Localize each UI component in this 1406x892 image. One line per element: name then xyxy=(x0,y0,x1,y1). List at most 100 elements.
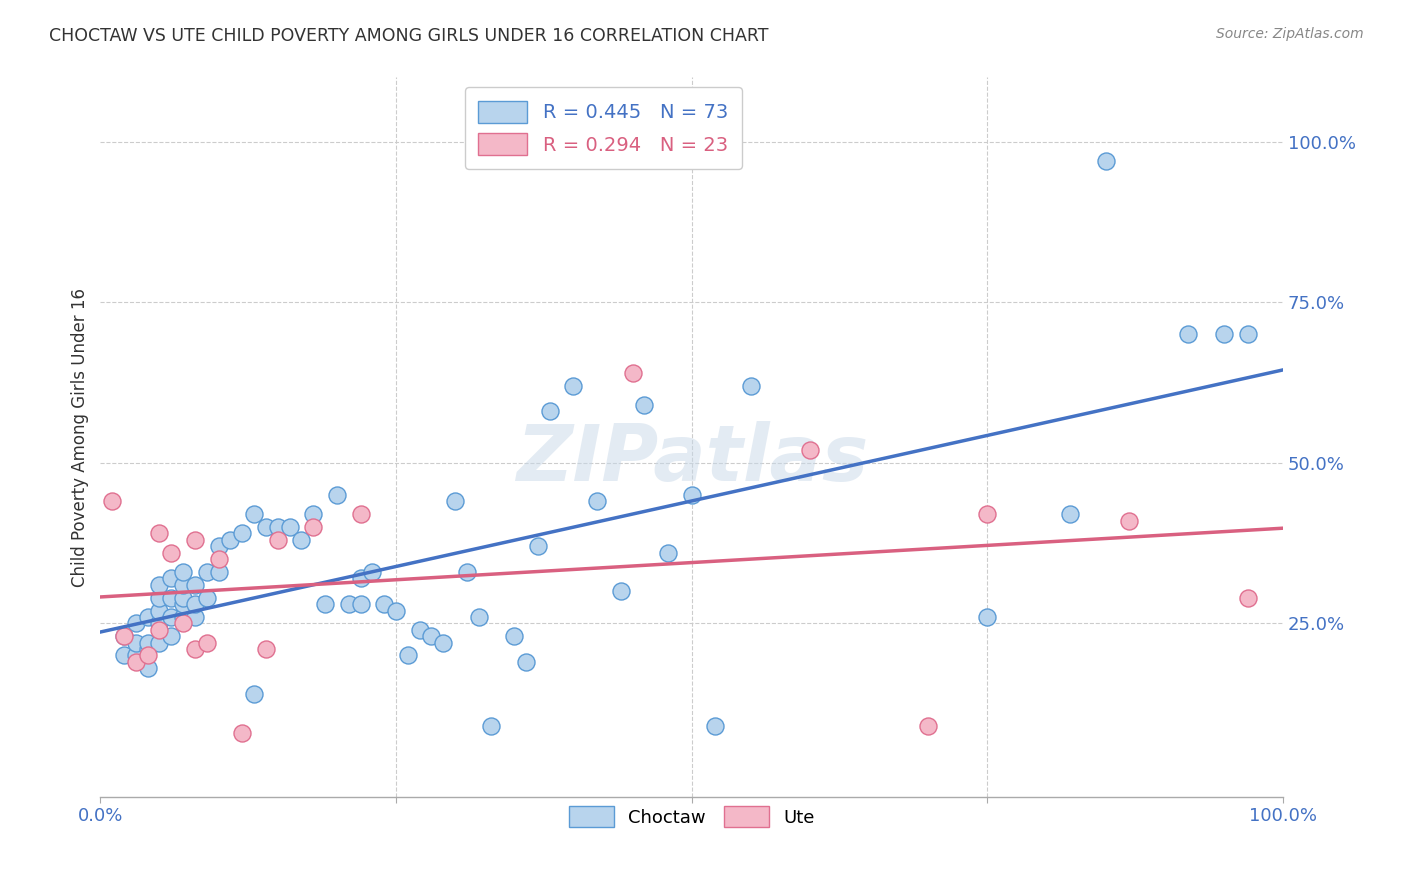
Legend: Choctaw, Ute: Choctaw, Ute xyxy=(561,799,823,835)
Point xyxy=(302,507,325,521)
Point xyxy=(160,571,183,585)
Point xyxy=(704,719,727,733)
Point xyxy=(538,404,561,418)
Point xyxy=(373,597,395,611)
Point xyxy=(136,635,159,649)
Point xyxy=(917,719,939,733)
Text: ZIPatlas: ZIPatlas xyxy=(516,421,868,497)
Point xyxy=(1236,591,1258,605)
Point xyxy=(420,629,443,643)
Point xyxy=(562,378,585,392)
Point xyxy=(267,520,290,534)
Point xyxy=(101,494,124,508)
Point xyxy=(112,629,135,643)
Point xyxy=(125,616,148,631)
Point xyxy=(1118,514,1140,528)
Point xyxy=(254,642,277,657)
Point xyxy=(337,597,360,611)
Point xyxy=(243,507,266,521)
Point xyxy=(148,635,170,649)
Point xyxy=(361,565,384,579)
Point xyxy=(243,687,266,701)
Point xyxy=(621,366,644,380)
Point xyxy=(267,533,290,547)
Point xyxy=(112,629,135,643)
Point xyxy=(125,648,148,663)
Point xyxy=(314,597,336,611)
Point xyxy=(254,520,277,534)
Point xyxy=(349,571,371,585)
Point xyxy=(385,603,408,617)
Point xyxy=(633,398,655,412)
Point xyxy=(184,610,207,624)
Point xyxy=(609,584,631,599)
Point xyxy=(396,648,419,663)
Point xyxy=(681,488,703,502)
Point xyxy=(799,442,821,457)
Point xyxy=(125,635,148,649)
Point xyxy=(515,655,537,669)
Point xyxy=(125,655,148,669)
Point xyxy=(479,719,502,733)
Point xyxy=(432,635,454,649)
Point xyxy=(184,642,207,657)
Text: Source: ZipAtlas.com: Source: ZipAtlas.com xyxy=(1216,27,1364,41)
Point xyxy=(172,591,194,605)
Text: CHOCTAW VS UTE CHILD POVERTY AMONG GIRLS UNDER 16 CORRELATION CHART: CHOCTAW VS UTE CHILD POVERTY AMONG GIRLS… xyxy=(49,27,769,45)
Point xyxy=(976,507,998,521)
Point xyxy=(207,565,229,579)
Point xyxy=(160,629,183,643)
Point xyxy=(148,616,170,631)
Point xyxy=(148,623,170,637)
Y-axis label: Child Poverty Among Girls Under 16: Child Poverty Among Girls Under 16 xyxy=(72,287,89,587)
Point xyxy=(172,597,194,611)
Point xyxy=(207,552,229,566)
Point xyxy=(1094,153,1116,168)
Point xyxy=(195,591,218,605)
Point xyxy=(219,533,242,547)
Point xyxy=(444,494,467,508)
Point xyxy=(172,578,194,592)
Point xyxy=(278,520,301,534)
Point xyxy=(136,661,159,675)
Point xyxy=(160,546,183,560)
Point xyxy=(195,635,218,649)
Point xyxy=(231,725,253,739)
Point xyxy=(408,623,430,637)
Point xyxy=(207,539,229,553)
Point xyxy=(740,378,762,392)
Point xyxy=(148,526,170,541)
Point xyxy=(184,533,207,547)
Point xyxy=(231,526,253,541)
Point xyxy=(148,603,170,617)
Point xyxy=(349,597,371,611)
Point xyxy=(503,629,526,643)
Point xyxy=(136,648,159,663)
Point xyxy=(148,591,170,605)
Point xyxy=(184,578,207,592)
Point xyxy=(290,533,312,547)
Point xyxy=(148,578,170,592)
Point xyxy=(527,539,550,553)
Point xyxy=(136,642,159,657)
Point xyxy=(586,494,609,508)
Point xyxy=(172,610,194,624)
Point xyxy=(349,507,371,521)
Point xyxy=(657,546,679,560)
Point xyxy=(468,610,491,624)
Point xyxy=(112,648,135,663)
Point xyxy=(172,565,194,579)
Point xyxy=(456,565,478,579)
Point xyxy=(326,488,349,502)
Point xyxy=(1212,327,1234,342)
Point xyxy=(1177,327,1199,342)
Point xyxy=(172,616,194,631)
Point xyxy=(195,565,218,579)
Point xyxy=(136,610,159,624)
Point xyxy=(1059,507,1081,521)
Point xyxy=(976,610,998,624)
Point xyxy=(302,520,325,534)
Point xyxy=(160,591,183,605)
Point xyxy=(184,597,207,611)
Point xyxy=(160,610,183,624)
